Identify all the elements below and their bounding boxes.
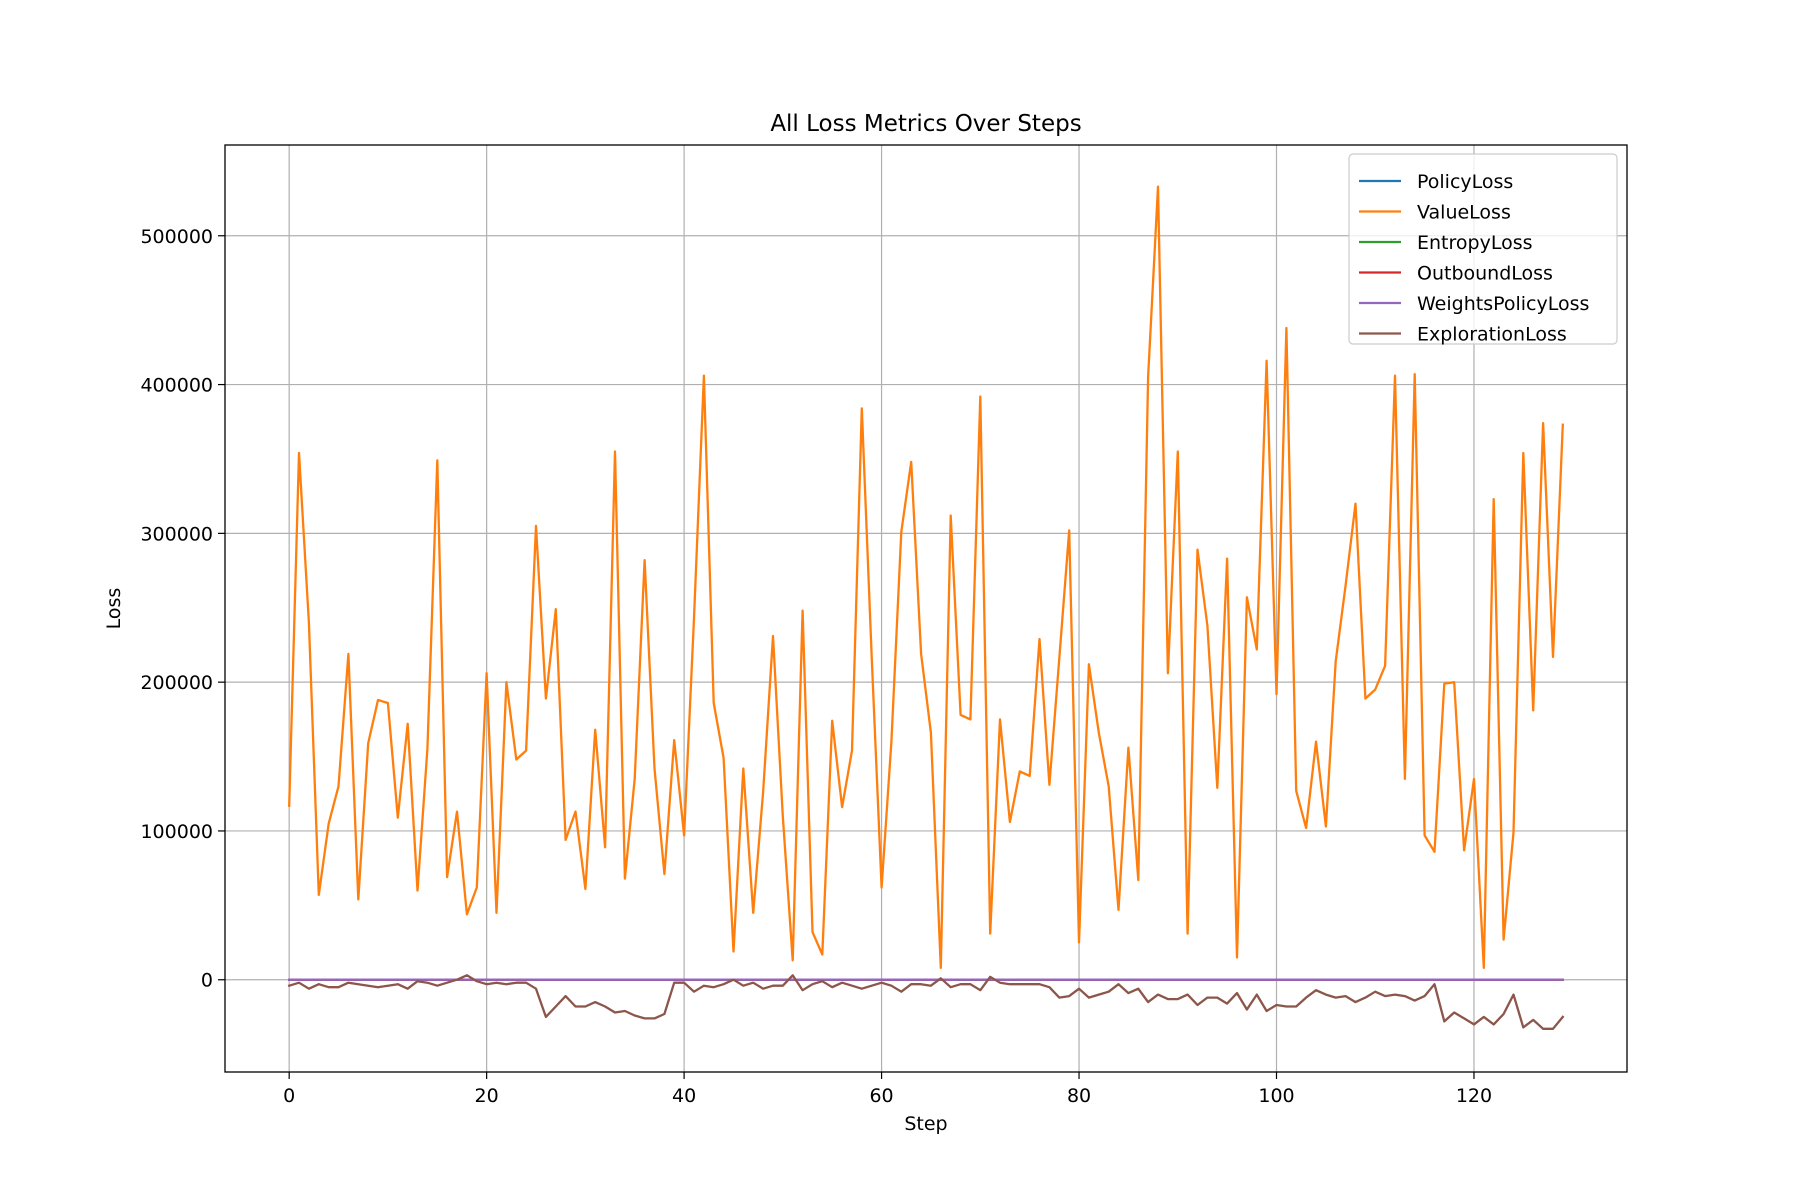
legend-box <box>1348 153 1618 345</box>
legend-entry-valueloss: ValueLoss <box>1417 202 1511 224</box>
legend: PolicyLoss ValueLoss EntropyLoss OutboundLo… <box>1348 153 1618 346</box>
x-tick-label: 80 <box>1067 1085 1091 1107</box>
legend-entry-explorationloss: ExplorationLoss <box>1417 324 1567 346</box>
y-tick-label: 400000 <box>140 375 213 397</box>
chart-title: All Loss Metrics Over Steps <box>770 111 1081 137</box>
plot-frame <box>224 144 1628 1073</box>
y-tick-label: 0 <box>201 970 213 992</box>
series-line-explorationloss <box>287 974 1565 1030</box>
x-tick-label: 0 <box>283 1085 295 1107</box>
y-axis-title: Loss <box>103 588 125 630</box>
legend-entry-policyloss: PolicyLoss <box>1417 171 1513 193</box>
x-tick-label: 20 <box>475 1085 499 1107</box>
axis-ticks: 0 20 40 60 80 100 120 0 100000 200000 300000 400000… <box>140 226 1492 1107</box>
legend-entry-entropyloss: EntropyLoss <box>1417 232 1533 254</box>
y-tick-label: 100000 <box>140 821 213 843</box>
x-tick-label: 60 <box>869 1085 893 1107</box>
legend-entry-weightspolicyloss: WeightsPolicyLoss <box>1417 293 1589 315</box>
x-axis-title: Step <box>904 1113 947 1135</box>
y-tick-label: 200000 <box>140 672 213 694</box>
y-tick-label: 500000 <box>140 226 213 248</box>
x-tick-label: 100 <box>1258 1085 1294 1107</box>
legend-entry-outboundloss: OutboundLoss <box>1417 263 1553 285</box>
series-lines <box>287 185 1565 1030</box>
x-tick-label: 40 <box>672 1085 696 1107</box>
x-tick-label: 120 <box>1456 1085 1492 1107</box>
y-tick-label: 300000 <box>140 523 213 545</box>
series-line-valueloss <box>288 185 1564 969</box>
